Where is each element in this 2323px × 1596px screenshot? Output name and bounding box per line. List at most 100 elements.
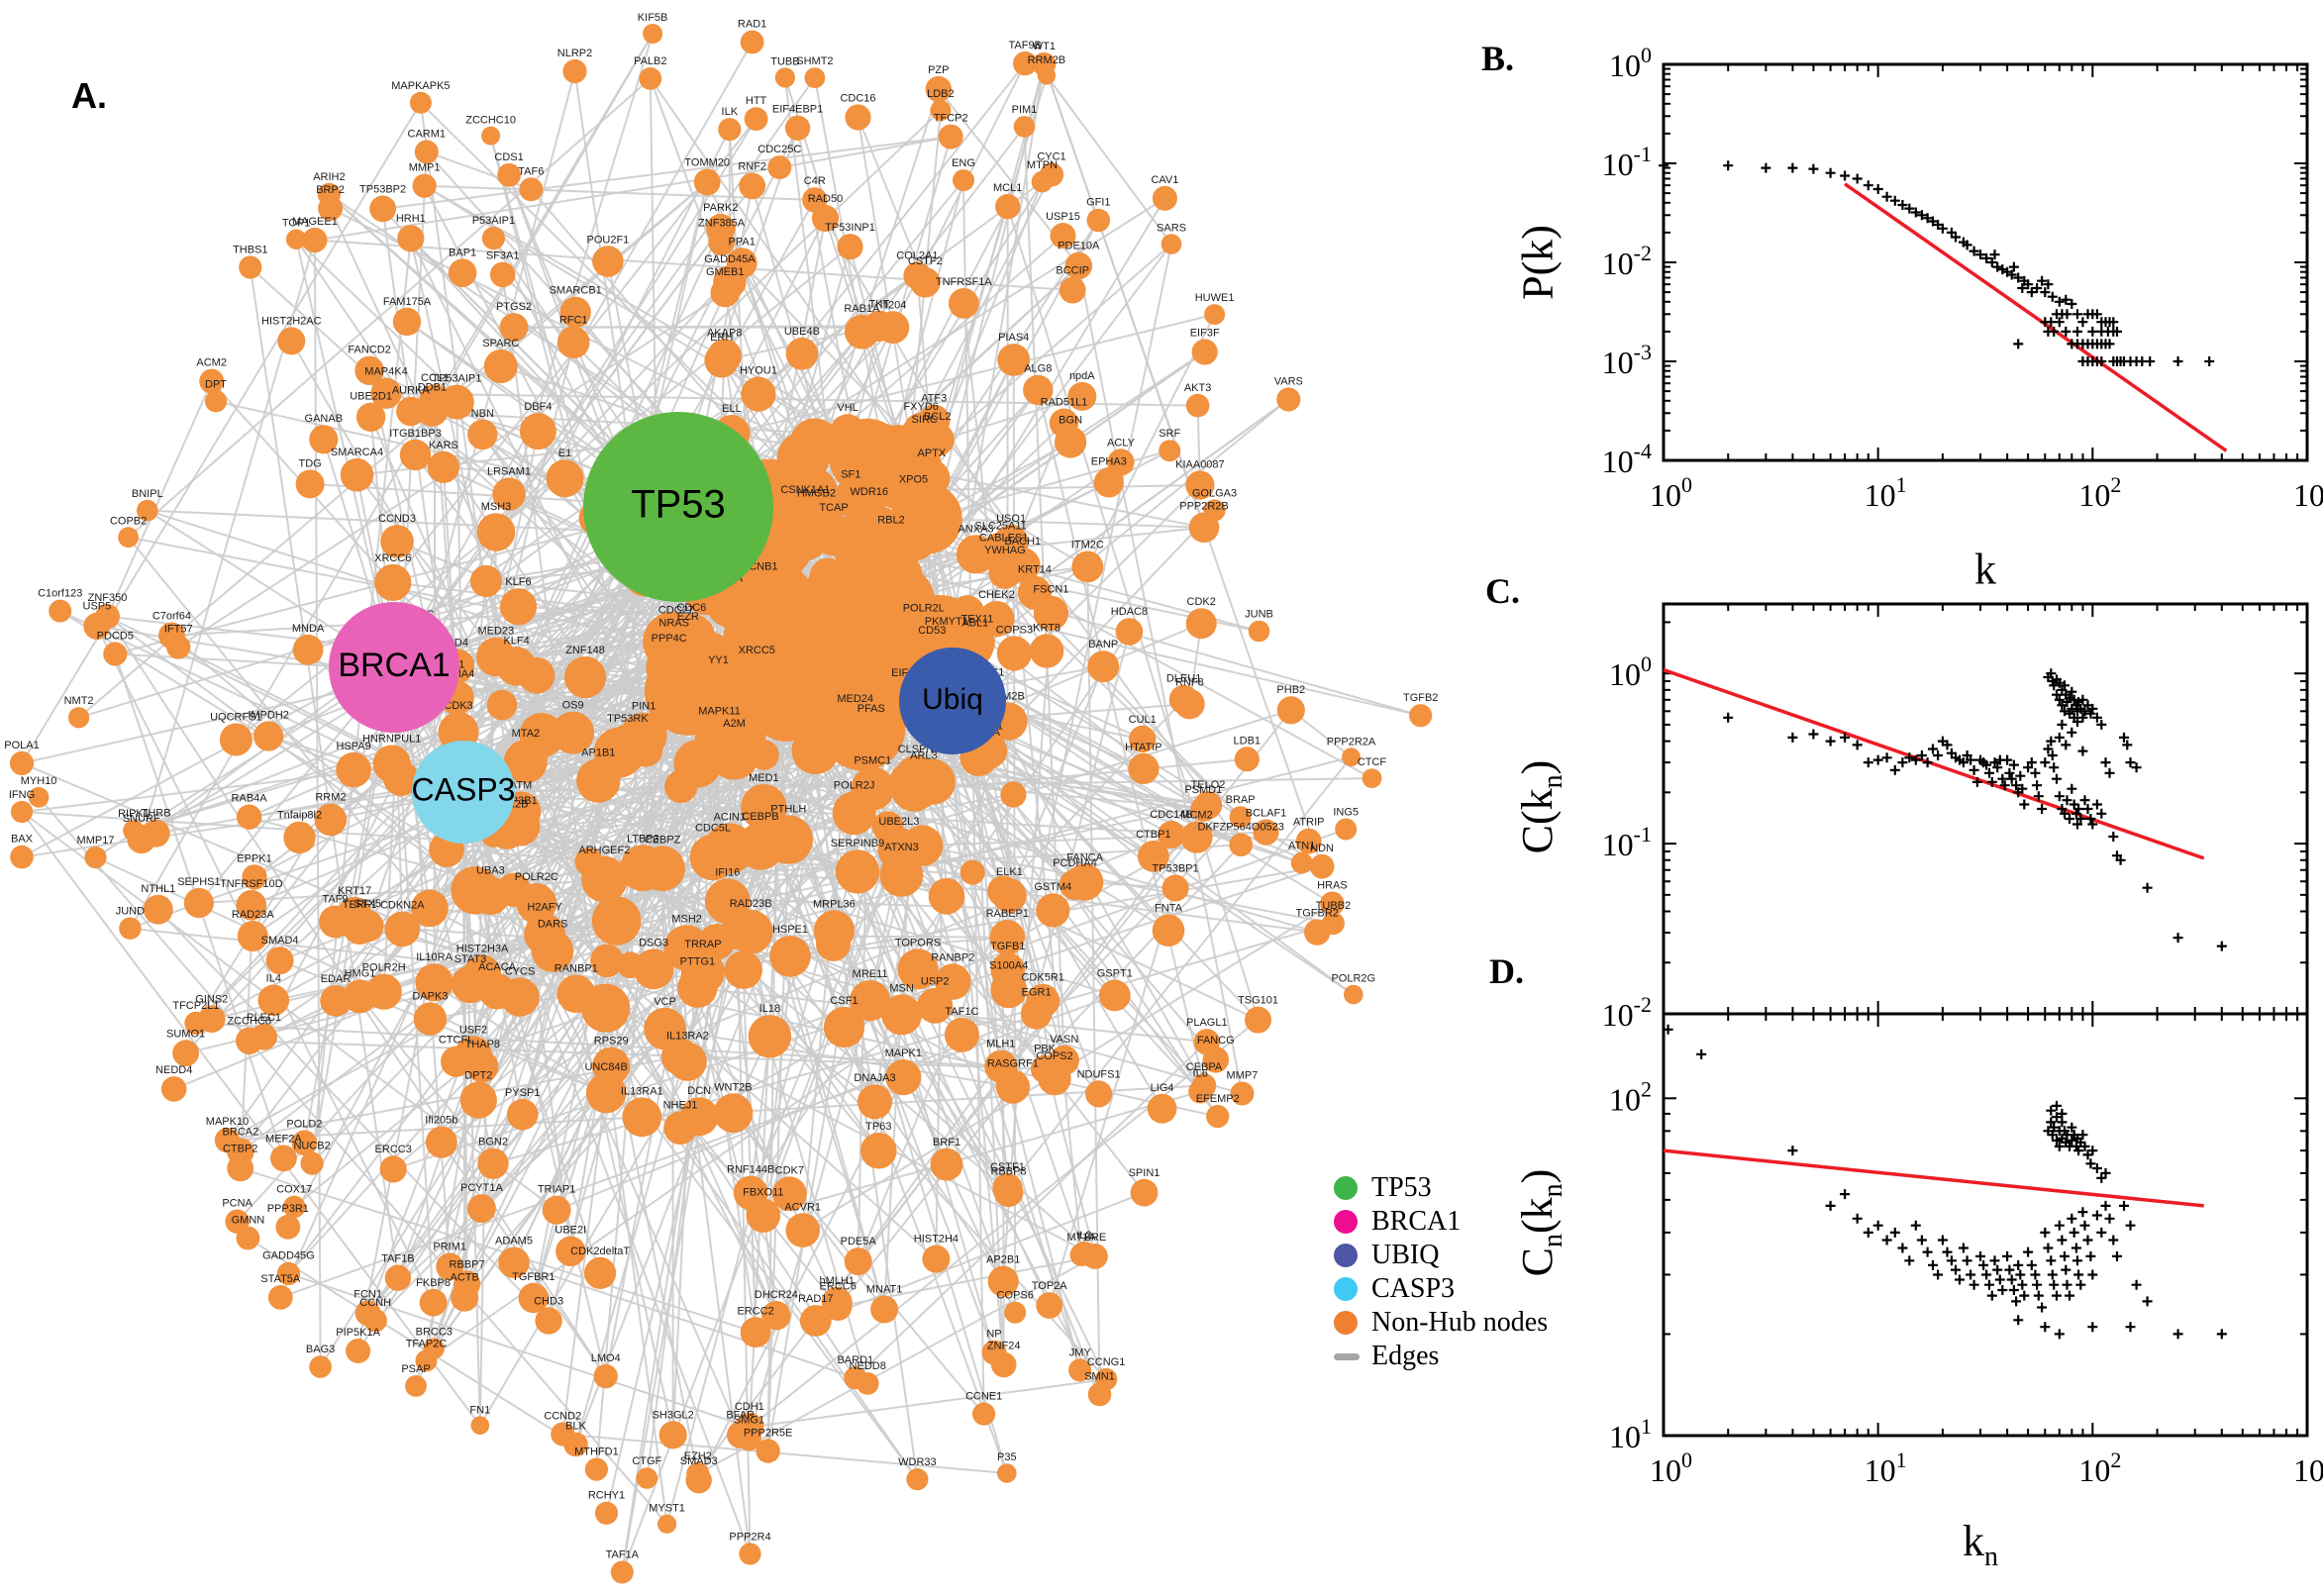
gene-label: WT1: [1033, 41, 1056, 52]
network-edge: [127, 537, 431, 910]
non-hub-node: [708, 229, 735, 256]
scatter-point: [2125, 757, 2136, 768]
scatter-point: [2100, 1200, 2111, 1211]
scatter-point: [1958, 757, 1969, 768]
non-hub-node: [476, 513, 516, 551]
scatter-point: [2073, 1269, 2084, 1280]
network-edge: [900, 1014, 1009, 1189]
non-hub-node: [1248, 620, 1270, 643]
non-hub-node: [856, 1372, 879, 1395]
non-hub-node: [199, 368, 225, 394]
gene-label: DKFZP564O0523: [1197, 822, 1283, 834]
network-edge: [356, 791, 464, 1351]
fit-line: [1844, 182, 2228, 452]
gene-label: DAPK3: [412, 990, 448, 1002]
non-hub-node: [1234, 747, 1260, 772]
non-hub-node: [320, 985, 352, 1017]
scatter-point: [2023, 762, 2034, 773]
non-hub-node: [989, 920, 1026, 955]
scatter-point: [2019, 799, 2030, 810]
gene-label: ACVR1: [784, 1201, 821, 1213]
gene-label: PSMD1: [1184, 784, 1222, 796]
non-hub-node: [836, 576, 875, 616]
tick-label: 102: [2078, 472, 2121, 513]
gene-label: KRT17: [338, 885, 371, 897]
scatter-point: [2172, 356, 2183, 366]
non-hub-node: [685, 1467, 712, 1494]
scatter-point: [2057, 1117, 2068, 1128]
scatter-point: [1663, 1024, 1673, 1035]
hub-label-ubiq: Ubiq: [922, 683, 983, 716]
non-hub-node: [309, 1355, 332, 1378]
non-hub-node: [804, 67, 826, 88]
gene-label: TOP2A: [1032, 1280, 1068, 1292]
tick-label: 103: [2293, 472, 2323, 513]
scatter-point: [1989, 249, 2000, 260]
scatter-point: [2075, 703, 2086, 714]
network-edge: [972, 708, 1005, 1365]
non-hub-node: [277, 327, 306, 355]
gene-label: S100A4: [989, 959, 1028, 971]
non-hub-node: [1029, 634, 1064, 668]
scatter-point: [1910, 1220, 1921, 1231]
gene-label: ANXA3: [958, 523, 993, 535]
gene-label: ADAM5: [495, 1236, 533, 1247]
gene-label: STAT5A: [260, 1273, 301, 1285]
non-hub-node: [620, 845, 666, 892]
scatter-point: [2047, 676, 2058, 686]
gene-label: EFEMP2: [1196, 1093, 1240, 1105]
scatter-point: [2040, 757, 2051, 768]
scatter-point: [2079, 1141, 2090, 1151]
gene-label: CYCS: [505, 965, 536, 977]
gene-label: ILK: [722, 106, 739, 118]
non-hub-node: [576, 758, 621, 803]
scatter-point: [2013, 1315, 2024, 1326]
scatter-point: [2047, 1130, 2058, 1141]
non-hub-node: [10, 845, 34, 869]
scatter-point: [2002, 1250, 2013, 1261]
non-hub-node: [354, 1300, 381, 1327]
gene-label: UNC84B: [584, 1061, 627, 1073]
non-hub-node: [562, 58, 587, 84]
network-edge: [779, 136, 952, 169]
gene-label: FANCA: [1066, 851, 1103, 863]
scatter-point: [1942, 1247, 1953, 1257]
gene-label: TFCP2: [934, 113, 968, 125]
scatter-point: [2040, 317, 2051, 328]
network-edge: [431, 181, 708, 411]
gene-label: TGFBR1: [512, 1271, 555, 1283]
gene-label: ATRIP: [1293, 817, 1325, 829]
non-hub-node: [707, 584, 751, 628]
non-hub-node: [137, 499, 158, 522]
scatter-point: [2073, 697, 2084, 707]
gene-label: SH3GL2: [653, 1409, 694, 1421]
gene-label: PCNA: [222, 1197, 252, 1209]
scatter-point: [2137, 356, 2148, 366]
scatter-point: [1928, 1259, 1938, 1270]
gene-label: PDCD5: [97, 630, 134, 642]
scatter-point: [1840, 1189, 1851, 1200]
gene-label: TAF9: [322, 894, 348, 906]
gene-label: CDK7: [775, 1164, 804, 1176]
gene-label: TUBB2: [1316, 900, 1351, 912]
gene-label: POLD2: [286, 1119, 322, 1131]
network-edge: [96, 625, 435, 1304]
plot-frame: [1662, 62, 2309, 462]
gene-label: CARM1: [408, 128, 447, 140]
gene-label: BFAR: [726, 1410, 755, 1422]
network-edge: [424, 184, 1088, 568]
non-hub-node: [956, 535, 996, 574]
gene-label: MSH3: [481, 501, 512, 513]
non-hub-node: [552, 711, 595, 754]
non-hub-node: [693, 168, 721, 196]
gene-label: CDC27: [658, 604, 694, 616]
scatter-point: [2079, 795, 2090, 806]
scatter-point: [2047, 750, 2058, 760]
non-hub-node: [663, 1111, 697, 1145]
gene-label: PSMC1: [854, 755, 891, 767]
non-hub-node: [123, 820, 145, 842]
non-hub-node: [1086, 208, 1111, 233]
gene-label: BGN: [1059, 414, 1082, 426]
scatter-point: [1969, 1279, 1979, 1290]
gene-label: MTHFD1: [574, 1446, 619, 1458]
